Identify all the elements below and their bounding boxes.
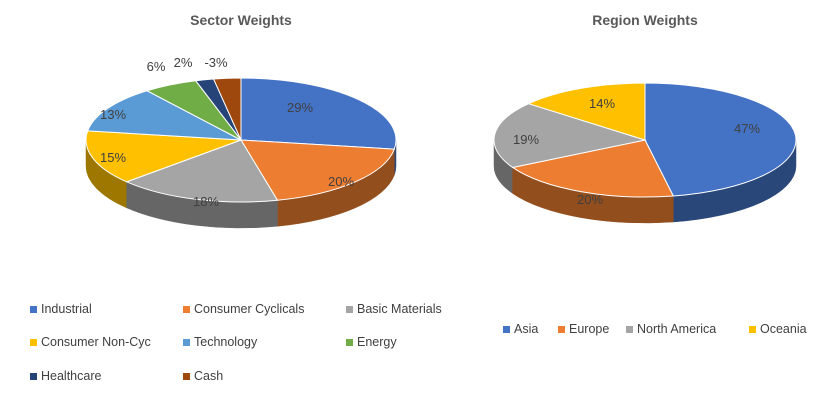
sector-slice-basic-materials [125, 139, 279, 203]
sector-legend-consumer-non-cyc: Consumer Non-Cyc [41, 335, 151, 349]
sector-legend-technology: Technology [194, 335, 258, 349]
sector-label-consumer-cyclicals: 20% [328, 174, 354, 189]
region-legend-swatch-asia [503, 326, 510, 333]
sector-slice-technology [86, 90, 242, 141]
sector-legend-industrial: Industrial [41, 302, 92, 316]
sector-legend-energy: Energy [357, 335, 397, 349]
region-legend: Asia Europe North America Oceania [503, 322, 807, 336]
region-slice-north-america [493, 103, 647, 168]
region-legend-oceania: Oceania [760, 322, 807, 336]
sector-label-industrial: 29% [287, 100, 313, 115]
region-legend-asia: Asia [514, 322, 538, 336]
sector-legend-swatch-healthcare [30, 373, 37, 380]
region-pie: 47% 20% 19% 14% [493, 82, 797, 224]
sector-slice-cash [212, 77, 242, 141]
sector-chart-title: Sector Weights [190, 12, 292, 28]
region-legend-swatch-north-america [626, 326, 633, 333]
sector-legend-swatch-consumer-cyclicals [183, 306, 190, 313]
region-legend-swatch-europe [558, 326, 565, 333]
region-label-europe: 20% [577, 192, 603, 207]
sector-legend-basic-materials: Basic Materials [357, 302, 442, 316]
sector-label-basic-materials: 18% [193, 194, 219, 209]
sector-slice-consumer-cyclicals [240, 139, 396, 201]
region-chart-title: Region Weights [592, 12, 698, 28]
sector-legend-swatch-basic-materials [346, 306, 353, 313]
sector-legend-cash: Cash [194, 369, 223, 383]
sector-slice-industrial [240, 77, 397, 150]
region-legend-north-america: North America [637, 322, 716, 336]
sector-pie: 29% 20% 18% 15% 13% 6% 2% -3% [85, 55, 397, 229]
sector-label-cash: -3% [204, 55, 228, 70]
region-label-asia: 47% [734, 121, 760, 136]
sector-legend-swatch-energy [346, 339, 353, 346]
sector-legend-swatch-consumer-non-cyc [30, 339, 37, 346]
region-slice-asia [644, 82, 797, 197]
sector-label-technology: 13% [100, 107, 126, 122]
region-label-north-america: 19% [513, 132, 539, 147]
sector-label-healthcare: 2% [174, 55, 193, 70]
region-legend-europe: Europe [569, 322, 609, 336]
sector-legend-swatch-cash [183, 373, 190, 380]
sector-legend-swatch-industrial [30, 306, 37, 313]
region-label-oceania: 14% [589, 96, 615, 111]
sector-slice-consumer-non-cyc [85, 130, 242, 183]
sector-legend-swatch-technology [183, 339, 190, 346]
sector-legend: Industrial Consumer Cyclicals Basic Materi… [30, 302, 442, 383]
region-legend-swatch-oceania [749, 326, 756, 333]
region-slice-oceania [527, 82, 646, 141]
region-slice-europe [511, 139, 675, 198]
sector-legend-consumer-cyclicals: Consumer Cyclicals [194, 302, 304, 316]
sector-label-energy: 6% [147, 59, 166, 74]
sector-legend-healthcare: Healthcare [41, 369, 101, 383]
sector-label-consumer-non-cyc: 15% [100, 150, 126, 165]
